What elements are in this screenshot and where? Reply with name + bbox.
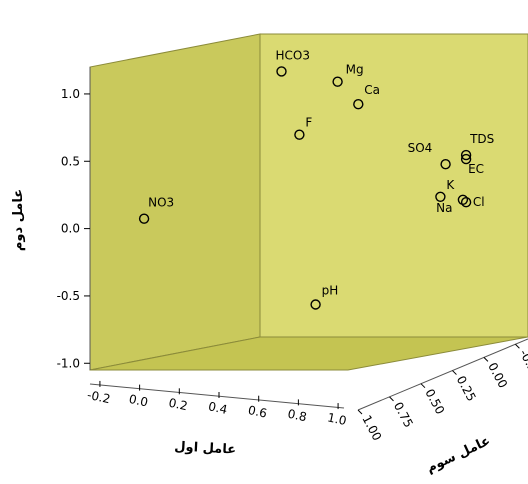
back-wall bbox=[259, 33, 528, 338]
point-marker bbox=[332, 76, 343, 87]
point-marker bbox=[440, 158, 451, 170]
data-point: EC bbox=[460, 149, 484, 176]
y-tick-label: 0.0 bbox=[61, 222, 80, 236]
point-marker bbox=[460, 153, 472, 165]
y-tick-label: -1.0 bbox=[57, 356, 80, 370]
x-tick-label: 1.0 bbox=[326, 410, 348, 428]
x-tick-label: -0.2 bbox=[86, 388, 112, 407]
data-point: pH bbox=[310, 284, 339, 310]
z-tick-label: 0.25 bbox=[454, 373, 479, 403]
x-tick-label: 0.6 bbox=[247, 403, 269, 421]
point-marker bbox=[276, 66, 287, 77]
point-marker bbox=[457, 194, 469, 206]
x-tick-label: 0.4 bbox=[207, 399, 229, 417]
point-marker bbox=[460, 149, 472, 161]
point-label: Ca bbox=[364, 83, 380, 97]
chart-walls bbox=[89, 33, 528, 371]
point-marker bbox=[435, 191, 446, 203]
point-marker bbox=[460, 196, 472, 208]
x-axis-title: عامل اول bbox=[174, 439, 236, 457]
floor bbox=[89, 336, 528, 371]
y-tick-label: -0.5 bbox=[57, 289, 80, 303]
y-tick-label: 1.0 bbox=[61, 87, 80, 101]
x-tick-label: 0.2 bbox=[167, 396, 189, 414]
data-point: NO3 bbox=[138, 196, 174, 224]
x-tick-label: 0.8 bbox=[286, 407, 308, 425]
point-marker bbox=[138, 213, 150, 224]
data-point: Na bbox=[436, 196, 472, 215]
point-label: F bbox=[305, 116, 312, 130]
z-tick-label: 0.75 bbox=[391, 400, 416, 430]
z-axis-title: عامل سوم bbox=[424, 434, 492, 477]
z-tick-label: -0.25 bbox=[517, 347, 528, 381]
z-axis-line bbox=[357, 338, 528, 411]
point-label: NO3 bbox=[148, 196, 174, 210]
point-marker bbox=[353, 98, 364, 110]
point-label: EC bbox=[468, 162, 484, 176]
point-marker bbox=[294, 129, 305, 140]
point-label: TDS bbox=[469, 132, 494, 146]
z-tick-mark bbox=[420, 383, 426, 389]
data-point: Cl bbox=[457, 194, 485, 209]
z-tick-mark bbox=[389, 396, 394, 402]
point-label: pH bbox=[322, 284, 339, 298]
data-point: TDS bbox=[460, 132, 494, 165]
data-point: Ca bbox=[353, 83, 380, 110]
point-label: Na bbox=[436, 201, 452, 215]
z-tick-mark bbox=[452, 370, 457, 375]
x-tick-label: 0.0 bbox=[128, 392, 150, 410]
y-axis-title: عامل دوم bbox=[11, 189, 26, 251]
point-label: Cl bbox=[473, 195, 485, 209]
z-tick-label: 0.50 bbox=[422, 387, 447, 417]
point-label: HCO3 bbox=[276, 48, 310, 62]
point-marker bbox=[310, 299, 321, 310]
x-axis-line bbox=[89, 383, 345, 409]
left-wall bbox=[89, 33, 261, 371]
point-label: K bbox=[446, 178, 455, 192]
z-tick-mark bbox=[483, 357, 489, 362]
y-tick-label: 0.5 bbox=[61, 154, 80, 168]
data-point: SO4 bbox=[408, 141, 451, 170]
data-point: F bbox=[294, 116, 312, 140]
data-point: Mg bbox=[332, 63, 364, 87]
z-tick-label: 0.00 bbox=[485, 360, 510, 390]
z-tick-mark bbox=[357, 409, 363, 415]
z-tick-label: 1.00 bbox=[359, 413, 384, 443]
z-tick-mark bbox=[515, 343, 520, 349]
point-label: Mg bbox=[346, 63, 364, 77]
point-label: SO4 bbox=[408, 141, 433, 155]
data-point: HCO3 bbox=[276, 48, 310, 77]
data-point: K bbox=[435, 178, 455, 203]
